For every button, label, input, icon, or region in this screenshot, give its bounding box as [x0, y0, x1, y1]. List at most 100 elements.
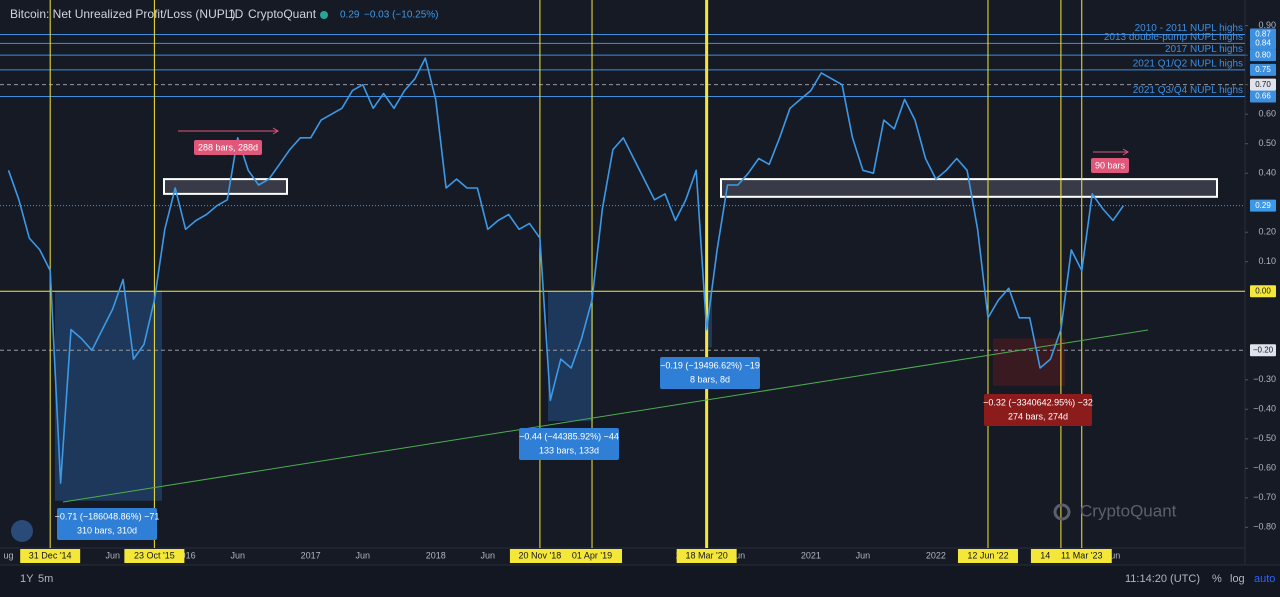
x-tick-label: Jun — [230, 550, 245, 560]
measure-label: −0.32 (−3340642.95%) −32 — [983, 397, 1093, 407]
marker-label-bg — [957, 549, 1018, 563]
x-tick-label: Jun — [1106, 550, 1121, 560]
level-badge — [1250, 199, 1276, 212]
toolbar-button[interactable]: 1Y — [20, 573, 34, 585]
note-bg — [194, 140, 262, 155]
toolbar-button[interactable]: auto — [1254, 573, 1275, 585]
level-badge-label: 0.87 — [1255, 30, 1271, 39]
marker-label-bg — [509, 549, 570, 563]
last-value: 0.29 — [340, 10, 360, 21]
level-name: 2021 Q3/Q4 NUPL highs — [1133, 85, 1243, 96]
measure-bars: 274 bars, 274d — [1008, 411, 1068, 421]
y-tick-label: 0.10 — [1258, 256, 1276, 266]
measure-label: −0.44 (−44385.92%) −44 — [519, 431, 619, 441]
measure-label-bg — [57, 508, 157, 540]
status-dot — [320, 11, 328, 19]
level-badge-label: 0.00 — [1255, 286, 1271, 295]
clock: 11:14:20 (UTC) — [1125, 573, 1200, 585]
level-name: 2013 double-pump NUPL highs — [1104, 32, 1243, 43]
y-tick-label: −0.70 — [1253, 492, 1276, 502]
under-layer: ugJun2016Jun2017Jun2018JunJun2020Jun2021… — [0, 0, 1245, 560]
y-tick-label: −0.30 — [1253, 374, 1276, 384]
marker-label-bg — [562, 549, 623, 563]
y-tick-label: 0.50 — [1258, 138, 1276, 148]
marker-label-bg — [20, 549, 81, 563]
y-tick-label: −0.50 — [1253, 433, 1276, 443]
level-badge — [1250, 344, 1276, 357]
logo — [11, 520, 33, 542]
y-tick-label: −0.60 — [1253, 463, 1276, 473]
last-change: −0.03 (−10.25%) — [364, 10, 439, 21]
level-badge — [1250, 90, 1276, 103]
level-name: 2021 Q1/Q2 NUPL highs — [1133, 59, 1243, 70]
marker-label: 23 Oct '15 — [134, 550, 175, 560]
marker-label: 31 Dec '14 — [29, 550, 72, 560]
main-layer: −0.71 (−186048.86%) −71 310 bars, 310d −0.… — [20, 20, 1276, 563]
x-tick-label: Jun — [105, 550, 120, 560]
marker-label-bg — [124, 549, 185, 563]
level-badge — [1250, 37, 1276, 50]
toolbar-button[interactable]: % — [1212, 573, 1222, 585]
marker-label: 11 Mar '23 — [1061, 550, 1103, 560]
marker-label: 18 Mar '20 — [686, 550, 728, 560]
note-arrowhead — [272, 127, 279, 135]
x-tick-label: 2021 — [801, 550, 821, 560]
marker-label: 20 Nov '18 — [519, 550, 562, 560]
series-line — [7, 57, 1125, 484]
level-badge — [1250, 49, 1276, 62]
x-tick-label: 2018 — [426, 550, 446, 560]
toolbar-button[interactable]: log — [1230, 573, 1245, 585]
measure-label-bg — [984, 394, 1092, 426]
x-tick-label: Jun — [481, 550, 496, 560]
measure-bars: 133 bars, 133d — [539, 445, 599, 455]
level-badge — [1250, 78, 1276, 91]
watermark: CryptoQuant — [1080, 501, 1177, 520]
note: 90 bars — [1095, 160, 1126, 170]
source: CryptoQuant — [248, 7, 317, 21]
marker-label: 12 Jun '22 — [967, 550, 1008, 560]
measure-bars: 310 bars, 310d — [77, 525, 137, 535]
y-tick-label: 0.20 — [1258, 227, 1276, 237]
zone — [163, 178, 288, 195]
level-badge — [1250, 285, 1276, 298]
measure-box — [993, 338, 1065, 386]
level-badge-label: 0.75 — [1255, 65, 1271, 74]
x-tick-label: 2022 — [926, 550, 946, 560]
marker-label-bg — [1051, 549, 1112, 563]
level-badge-label: 0.66 — [1255, 92, 1271, 101]
measure-box — [708, 291, 712, 348]
measure-label-bg — [660, 357, 760, 389]
toolbar-button[interactable]: 5m — [38, 573, 53, 585]
measure-box — [548, 291, 593, 422]
trend-line — [62, 329, 1149, 503]
x-tick-label: 2017 — [301, 550, 321, 560]
note-bg — [1091, 158, 1129, 173]
measure-label: −0.19 (−19496.62%) −19 — [660, 360, 760, 370]
level-badge-label: 0.29 — [1255, 201, 1271, 210]
measure-box — [55, 291, 162, 501]
marker-label-bg — [676, 549, 737, 563]
x-tick-label: ug — [3, 550, 13, 560]
x-tick-label: Jun — [856, 550, 871, 560]
measure-bars: 8 bars, 8d — [690, 374, 730, 384]
note-arrowhead — [1122, 148, 1129, 156]
y-tick-label: −0.80 — [1253, 522, 1276, 532]
toolbar-bg — [0, 565, 1280, 592]
interval: 1D — [228, 7, 244, 21]
level-badge-label: 0.84 — [1255, 38, 1271, 47]
level-name: 2017 NUPL highs — [1165, 44, 1243, 55]
y-tick-label: 0.90 — [1258, 20, 1276, 30]
marker-label: 01 Apr '19 — [572, 550, 612, 560]
y-tick-label: 0.60 — [1258, 109, 1276, 119]
level-name: 2010 - 2011 NUPL highs — [1135, 23, 1243, 34]
x-tick-label: Jun — [356, 550, 371, 560]
y-tick-label: 0.40 — [1258, 168, 1276, 178]
level-badge — [1250, 63, 1276, 76]
x-tick-label: 2016 — [176, 550, 196, 560]
measure-label: −0.71 (−186048.86%) −71 — [55, 511, 160, 521]
note: 288 bars, 288d — [198, 142, 258, 152]
level-badge-label: 0.80 — [1255, 50, 1271, 59]
